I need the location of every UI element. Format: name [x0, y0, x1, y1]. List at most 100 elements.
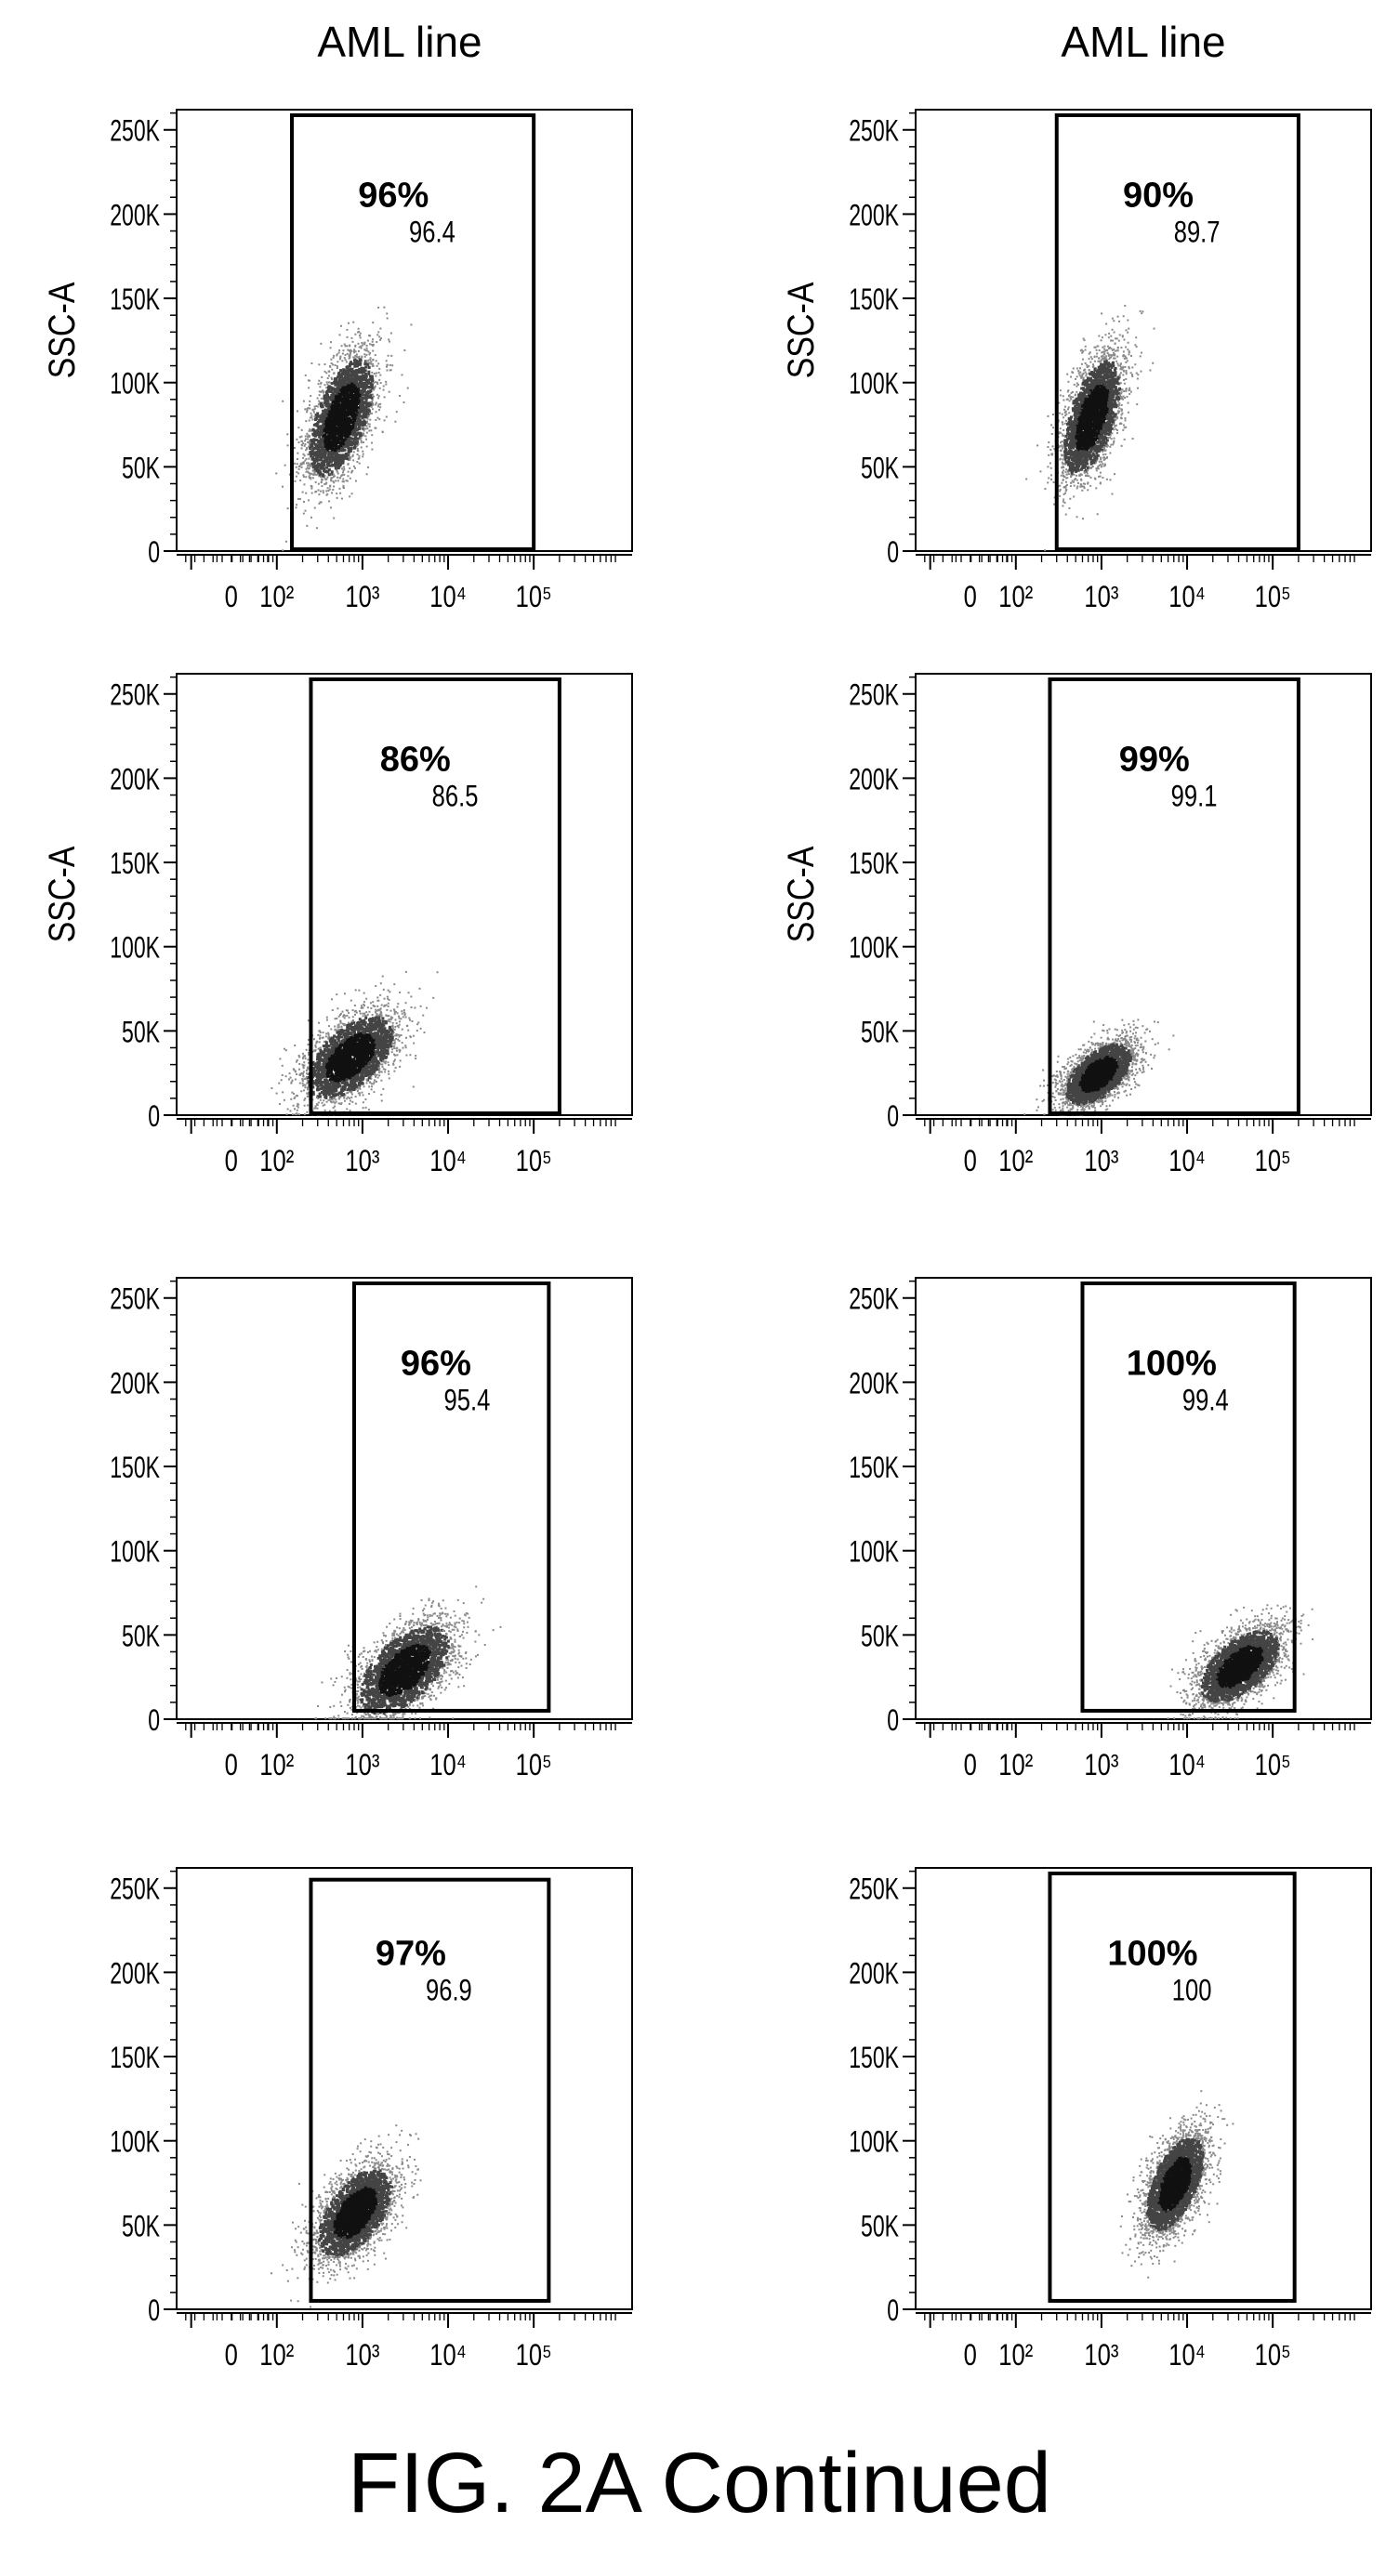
event-dot — [346, 401, 350, 405]
event-dot — [348, 369, 351, 373]
event-dot — [363, 369, 367, 373]
event-dot — [1128, 350, 1130, 353]
event-dot — [316, 466, 320, 469]
event-dot — [1103, 360, 1107, 363]
event-dot — [1080, 473, 1083, 476]
event-dot — [308, 457, 310, 460]
event-dot — [1061, 421, 1063, 424]
event-dot — [1094, 403, 1098, 407]
event-dot — [1115, 349, 1118, 352]
event-dot — [1107, 364, 1111, 368]
event-dot — [1081, 391, 1085, 395]
event-dot — [325, 466, 329, 469]
event-dot — [315, 459, 319, 463]
event-dot — [1097, 466, 1100, 468]
event-dot — [363, 429, 365, 432]
event-dot — [345, 480, 348, 482]
event-dot — [1100, 339, 1102, 342]
event-dot — [1077, 372, 1080, 375]
event-dot — [367, 404, 371, 408]
event-dot — [337, 406, 340, 410]
event-dot — [337, 415, 340, 419]
event-dot — [1060, 474, 1062, 477]
event-dot — [360, 389, 363, 393]
event-dot — [1120, 403, 1123, 406]
event-dot — [330, 341, 333, 344]
event-dot — [341, 461, 345, 465]
event-dot — [1125, 377, 1128, 380]
event-dot — [338, 434, 342, 438]
event-dot — [1135, 336, 1138, 339]
event-dot — [322, 389, 324, 392]
event-dot — [350, 410, 353, 414]
event-dot — [1102, 449, 1105, 452]
event-dot — [306, 470, 309, 473]
event-dot — [332, 409, 336, 413]
event-dot — [1127, 319, 1129, 322]
event-dot — [1136, 387, 1139, 389]
event-dot — [386, 317, 389, 320]
event-dot — [343, 388, 347, 392]
event-dot — [1141, 312, 1143, 315]
event-dot — [323, 482, 326, 485]
event-dot — [1079, 450, 1083, 453]
event-dot — [341, 453, 345, 457]
event-dot — [367, 359, 370, 361]
event-dot — [349, 385, 352, 388]
event-dot — [1107, 385, 1111, 388]
event-dot — [353, 357, 356, 360]
event-dot — [330, 393, 334, 397]
event-dot — [1111, 328, 1114, 331]
gate-rectangle — [290, 113, 536, 551]
event-dot — [1059, 389, 1062, 392]
event-dot — [314, 473, 317, 476]
event-dot — [330, 362, 333, 365]
event-dot — [378, 367, 381, 370]
event-dot — [345, 365, 349, 369]
event-dot — [321, 413, 324, 416]
event-dot — [282, 400, 284, 402]
event-dot — [327, 421, 331, 425]
event-dot — [315, 424, 319, 427]
event-dot — [329, 423, 333, 427]
event-cloud — [1025, 304, 1155, 552]
event-dot — [347, 437, 350, 440]
event-dot — [304, 509, 307, 512]
event-dot — [1065, 488, 1068, 491]
event-dot — [348, 455, 350, 458]
event-dot — [332, 430, 336, 434]
event-dot — [339, 429, 343, 433]
event-dot — [1073, 479, 1076, 481]
event-dot — [378, 387, 381, 389]
event-dot — [369, 418, 372, 421]
event-dot — [1089, 453, 1092, 457]
event-dot — [1098, 429, 1102, 433]
event-dot — [338, 375, 342, 378]
event-dot — [366, 381, 370, 385]
event-dot — [306, 409, 309, 412]
event-dot — [354, 369, 358, 373]
event-dot — [308, 435, 310, 438]
event-dot — [1087, 410, 1090, 414]
event-dot — [1047, 414, 1049, 417]
event-dot — [359, 423, 363, 427]
event-dot — [1129, 354, 1132, 357]
event-dot — [294, 462, 297, 465]
event-dot — [307, 407, 310, 410]
event-dot — [1128, 365, 1130, 368]
event-dot — [358, 436, 362, 440]
event-dot — [308, 419, 310, 422]
event-dot — [352, 459, 355, 462]
event-dot — [337, 401, 340, 404]
event-dot — [347, 449, 350, 453]
event-dot — [1070, 450, 1074, 453]
event-dot — [315, 450, 319, 453]
event-dot — [1104, 349, 1107, 352]
event-dot — [1087, 388, 1090, 392]
event-dot — [339, 436, 343, 440]
event-dot — [331, 453, 335, 456]
event-dot — [306, 407, 309, 410]
event-dot — [314, 423, 318, 427]
event-dot — [1087, 425, 1090, 428]
event-dot — [346, 352, 349, 355]
